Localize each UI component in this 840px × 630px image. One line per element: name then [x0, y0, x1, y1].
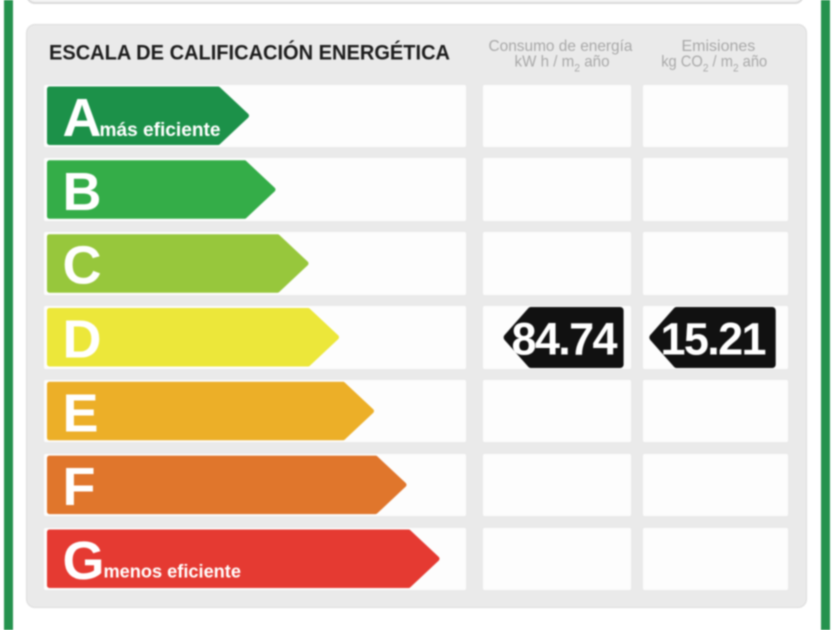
svg-text:G: G: [63, 531, 105, 591]
svg-text:menos eficiente: menos eficiente: [104, 562, 241, 582]
svg-text:Consumo de energía: Consumo de energía: [489, 38, 633, 55]
svg-text:Emisiones: Emisiones: [681, 38, 755, 55]
svg-text:más eficiente: más eficiente: [100, 120, 221, 141]
svg-text:F: F: [63, 457, 96, 517]
svg-text:kg CO2 / m2 año: kg CO2 / m2 año: [661, 54, 767, 75]
svg-text:C: C: [63, 236, 102, 296]
svg-text:A: A: [63, 88, 102, 148]
svg-text:ESCALA DE CALIFICACIÓN ENERGÉT: ESCALA DE CALIFICACIÓN ENERGÉTICA: [49, 40, 450, 65]
svg-text:kW h / m2 año: kW h / m2 año: [515, 54, 610, 75]
svg-text:B: B: [63, 162, 102, 222]
svg-text:D: D: [63, 310, 102, 370]
svg-text:E: E: [63, 383, 99, 443]
svg-text:15.21: 15.21: [661, 314, 767, 365]
svg-text:84.74: 84.74: [512, 314, 618, 365]
